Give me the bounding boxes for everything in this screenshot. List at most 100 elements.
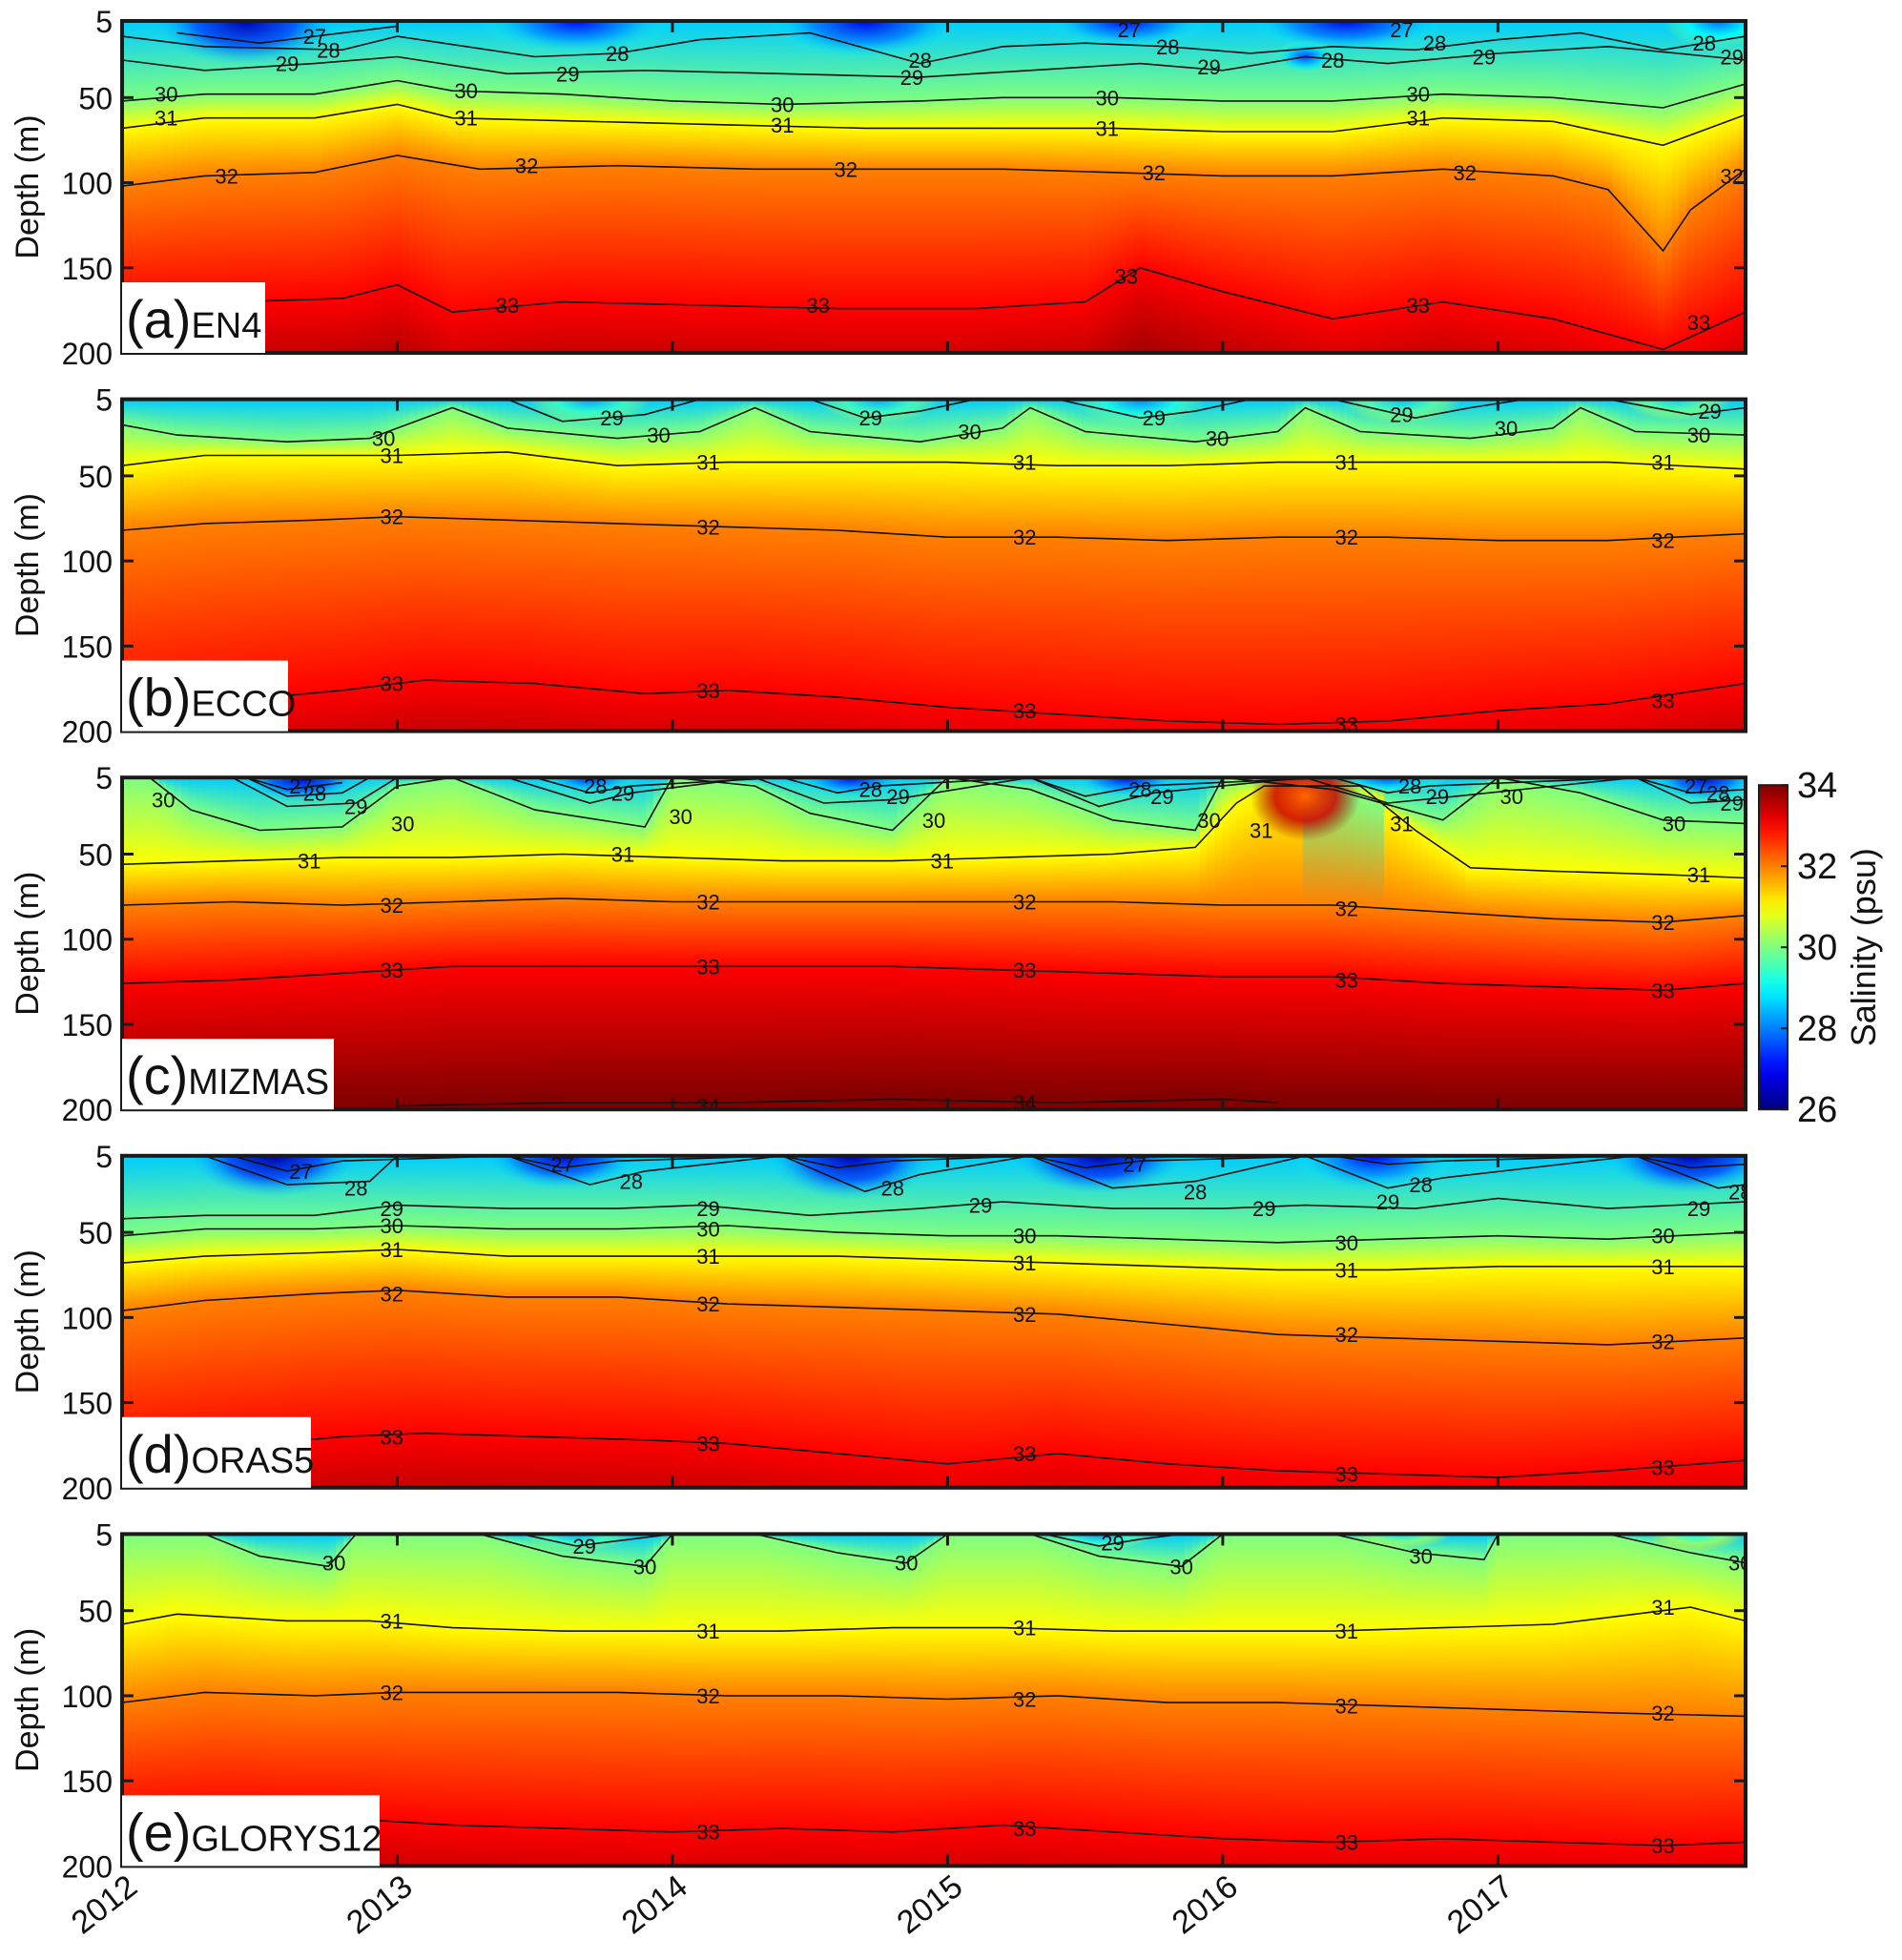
field-column bbox=[1376, 777, 1385, 1110]
field-column bbox=[1280, 777, 1290, 1110]
x-tick-label: 2014 bbox=[615, 1868, 694, 1942]
field-column bbox=[1568, 777, 1577, 1110]
contour-line-28 bbox=[122, 31, 1746, 65]
contour-label: 30 bbox=[1095, 86, 1118, 110]
field-column bbox=[1657, 777, 1665, 1110]
field-column bbox=[380, 21, 389, 353]
field-column bbox=[1066, 399, 1075, 732]
field-column bbox=[1361, 1155, 1371, 1488]
panel-tag-text: (d)ORAS5 bbox=[126, 1424, 314, 1484]
field-column bbox=[498, 21, 507, 353]
field-column bbox=[549, 777, 559, 1110]
field-column bbox=[1605, 777, 1614, 1110]
contour-label: 33 bbox=[807, 294, 830, 318]
field-column bbox=[1354, 1534, 1363, 1867]
field-column bbox=[1391, 777, 1400, 1110]
contour-label: 31 bbox=[298, 850, 320, 874]
field-column bbox=[122, 399, 131, 732]
field-column bbox=[203, 21, 212, 353]
field-column bbox=[1701, 1534, 1710, 1867]
field-column bbox=[542, 399, 551, 732]
field-column bbox=[1029, 399, 1039, 732]
field-column bbox=[941, 399, 950, 732]
field-column bbox=[756, 1534, 765, 1867]
field-column bbox=[962, 21, 972, 353]
field-column bbox=[1576, 1534, 1584, 1867]
field-column bbox=[1272, 777, 1282, 1110]
y-tick-label: 200 bbox=[62, 715, 113, 750]
contour-label: 27 bbox=[1123, 1153, 1146, 1177]
field-column bbox=[601, 1534, 610, 1867]
field-column bbox=[601, 399, 610, 732]
field-column bbox=[1517, 1534, 1525, 1867]
contour-label: 33 bbox=[1334, 1830, 1357, 1854]
field-column bbox=[431, 399, 441, 732]
field-column bbox=[1347, 399, 1355, 732]
field-column bbox=[1110, 777, 1120, 1110]
field-column bbox=[1081, 1534, 1090, 1867]
field-column bbox=[506, 777, 514, 1110]
contour-label: 31 bbox=[380, 1238, 403, 1262]
contour-label: 30 bbox=[895, 1552, 918, 1576]
field-column bbox=[978, 1534, 986, 1867]
field-column bbox=[1494, 1534, 1503, 1867]
field-column bbox=[1693, 777, 1703, 1110]
field-column bbox=[1523, 1534, 1533, 1867]
field-column bbox=[1258, 1155, 1267, 1488]
field-column bbox=[1029, 1534, 1039, 1867]
field-column bbox=[498, 1155, 507, 1488]
field-column bbox=[498, 777, 507, 1110]
field-column bbox=[1634, 1155, 1644, 1488]
field-column bbox=[1369, 1534, 1377, 1867]
contour-label: 27 bbox=[289, 1160, 312, 1184]
contour-label: 31 bbox=[1406, 107, 1429, 131]
field-column bbox=[1679, 1155, 1687, 1488]
field-column bbox=[1000, 1155, 1009, 1488]
field-column bbox=[261, 1155, 271, 1488]
contour-label: 32 bbox=[696, 1684, 719, 1708]
field-column bbox=[1354, 1155, 1363, 1488]
field-column bbox=[498, 399, 507, 732]
field-column bbox=[1059, 777, 1068, 1110]
field-column bbox=[631, 21, 640, 353]
field-column bbox=[594, 777, 603, 1110]
field-column bbox=[1007, 1155, 1016, 1488]
field-column bbox=[609, 1534, 618, 1867]
field-column bbox=[1472, 777, 1481, 1110]
field-column bbox=[188, 399, 197, 732]
field-column bbox=[1391, 399, 1400, 732]
field-column bbox=[1332, 1534, 1341, 1867]
field-column bbox=[1213, 1534, 1223, 1867]
field-column bbox=[1539, 1534, 1547, 1867]
x-tick-label: 2017 bbox=[1440, 1868, 1520, 1942]
field-column bbox=[439, 1155, 448, 1488]
field-column bbox=[1347, 21, 1355, 353]
field-column bbox=[1553, 399, 1562, 732]
field-column bbox=[565, 399, 573, 732]
field-column bbox=[1620, 21, 1629, 353]
field-column bbox=[1110, 21, 1120, 353]
field-column bbox=[343, 21, 352, 353]
contour-label: 32 bbox=[1334, 1323, 1357, 1347]
field-column bbox=[830, 1534, 839, 1867]
y-tick-label: 50 bbox=[78, 1595, 113, 1629]
field-column bbox=[668, 1534, 677, 1867]
field-column bbox=[1251, 1155, 1260, 1488]
contour-label: 30 bbox=[1013, 1225, 1036, 1248]
contour-label: 31 bbox=[696, 1620, 719, 1643]
field-column bbox=[1664, 399, 1673, 732]
field-column bbox=[1199, 399, 1209, 732]
field-column bbox=[734, 777, 743, 1110]
field-column bbox=[579, 777, 589, 1110]
field-column bbox=[1428, 21, 1437, 353]
field-column bbox=[1369, 399, 1377, 732]
field-column bbox=[1132, 399, 1142, 732]
colorbar-tick-label: 26 bbox=[1797, 1090, 1837, 1130]
field-column bbox=[690, 399, 699, 732]
field-column bbox=[822, 777, 832, 1110]
field-column bbox=[1657, 399, 1665, 732]
field-column bbox=[527, 399, 537, 732]
field-column bbox=[1671, 1534, 1681, 1867]
field-column bbox=[830, 21, 839, 353]
field-column bbox=[1066, 1155, 1075, 1488]
